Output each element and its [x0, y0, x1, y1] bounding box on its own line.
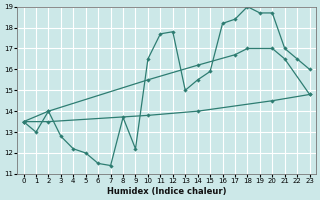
X-axis label: Humidex (Indice chaleur): Humidex (Indice chaleur): [107, 187, 226, 196]
